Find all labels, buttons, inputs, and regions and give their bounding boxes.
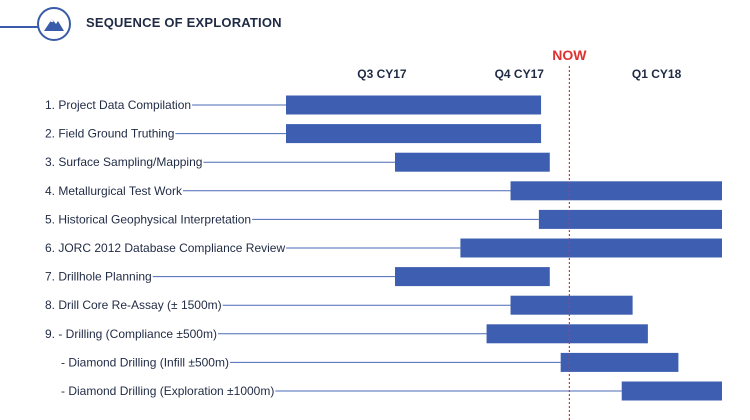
task-bar bbox=[510, 295, 633, 315]
task-bar bbox=[286, 95, 542, 115]
now-marker-label: NOW bbox=[552, 47, 587, 63]
page-title: SEQUENCE OF EXPLORATION bbox=[86, 15, 282, 30]
task-label-background bbox=[44, 211, 253, 228]
task-label-background bbox=[44, 97, 193, 113]
task-label: 1. Project Data Compilation bbox=[45, 98, 191, 112]
mountain-logo-icon bbox=[37, 7, 71, 41]
task-bar bbox=[510, 181, 722, 201]
task-label: - Diamond Drilling (Exploration ±1000m) bbox=[61, 384, 274, 398]
task-bar bbox=[621, 381, 722, 401]
task-label-background bbox=[44, 240, 287, 256]
task-label: 4. Metallurgical Test Work bbox=[45, 184, 183, 198]
task-label-background bbox=[44, 182, 183, 199]
task-label: - Diamond Drilling (Infill ±500m) bbox=[61, 355, 229, 369]
task-label-background bbox=[60, 383, 276, 399]
task-label: 6. JORC 2012 Database Compliance Review bbox=[45, 241, 285, 255]
task-label: 9. - Drilling (Compliance ±500m) bbox=[45, 327, 217, 341]
period-tick-label: Q4 CY17 bbox=[495, 67, 545, 81]
task-label: 7. Drillhole Planning bbox=[45, 270, 152, 284]
task-label-background bbox=[44, 125, 176, 142]
task-bar bbox=[395, 152, 550, 172]
task-label-background bbox=[60, 354, 230, 371]
task-label-background bbox=[44, 325, 218, 342]
period-tick-label: Q3 CY17 bbox=[357, 67, 407, 81]
task-label-background bbox=[44, 154, 204, 171]
task-bar bbox=[538, 209, 722, 229]
task-label: 8. Drill Core Re-Assay (± 1500m) bbox=[45, 298, 222, 312]
task-label-background bbox=[44, 268, 153, 285]
task-bar bbox=[286, 124, 542, 144]
task-label-background bbox=[44, 297, 223, 314]
header-rule bbox=[0, 26, 44, 28]
task-bar bbox=[460, 238, 722, 258]
task-bar bbox=[560, 352, 679, 372]
task-label: 3. Surface Sampling/Mapping bbox=[45, 155, 202, 169]
task-bar bbox=[486, 324, 648, 344]
task-label: 5. Historical Geophysical Interpretation bbox=[45, 212, 251, 226]
task-bar bbox=[395, 267, 550, 287]
period-tick-label: Q1 CY18 bbox=[632, 67, 682, 81]
task-label: 2. Field Ground Truthing bbox=[45, 127, 174, 141]
